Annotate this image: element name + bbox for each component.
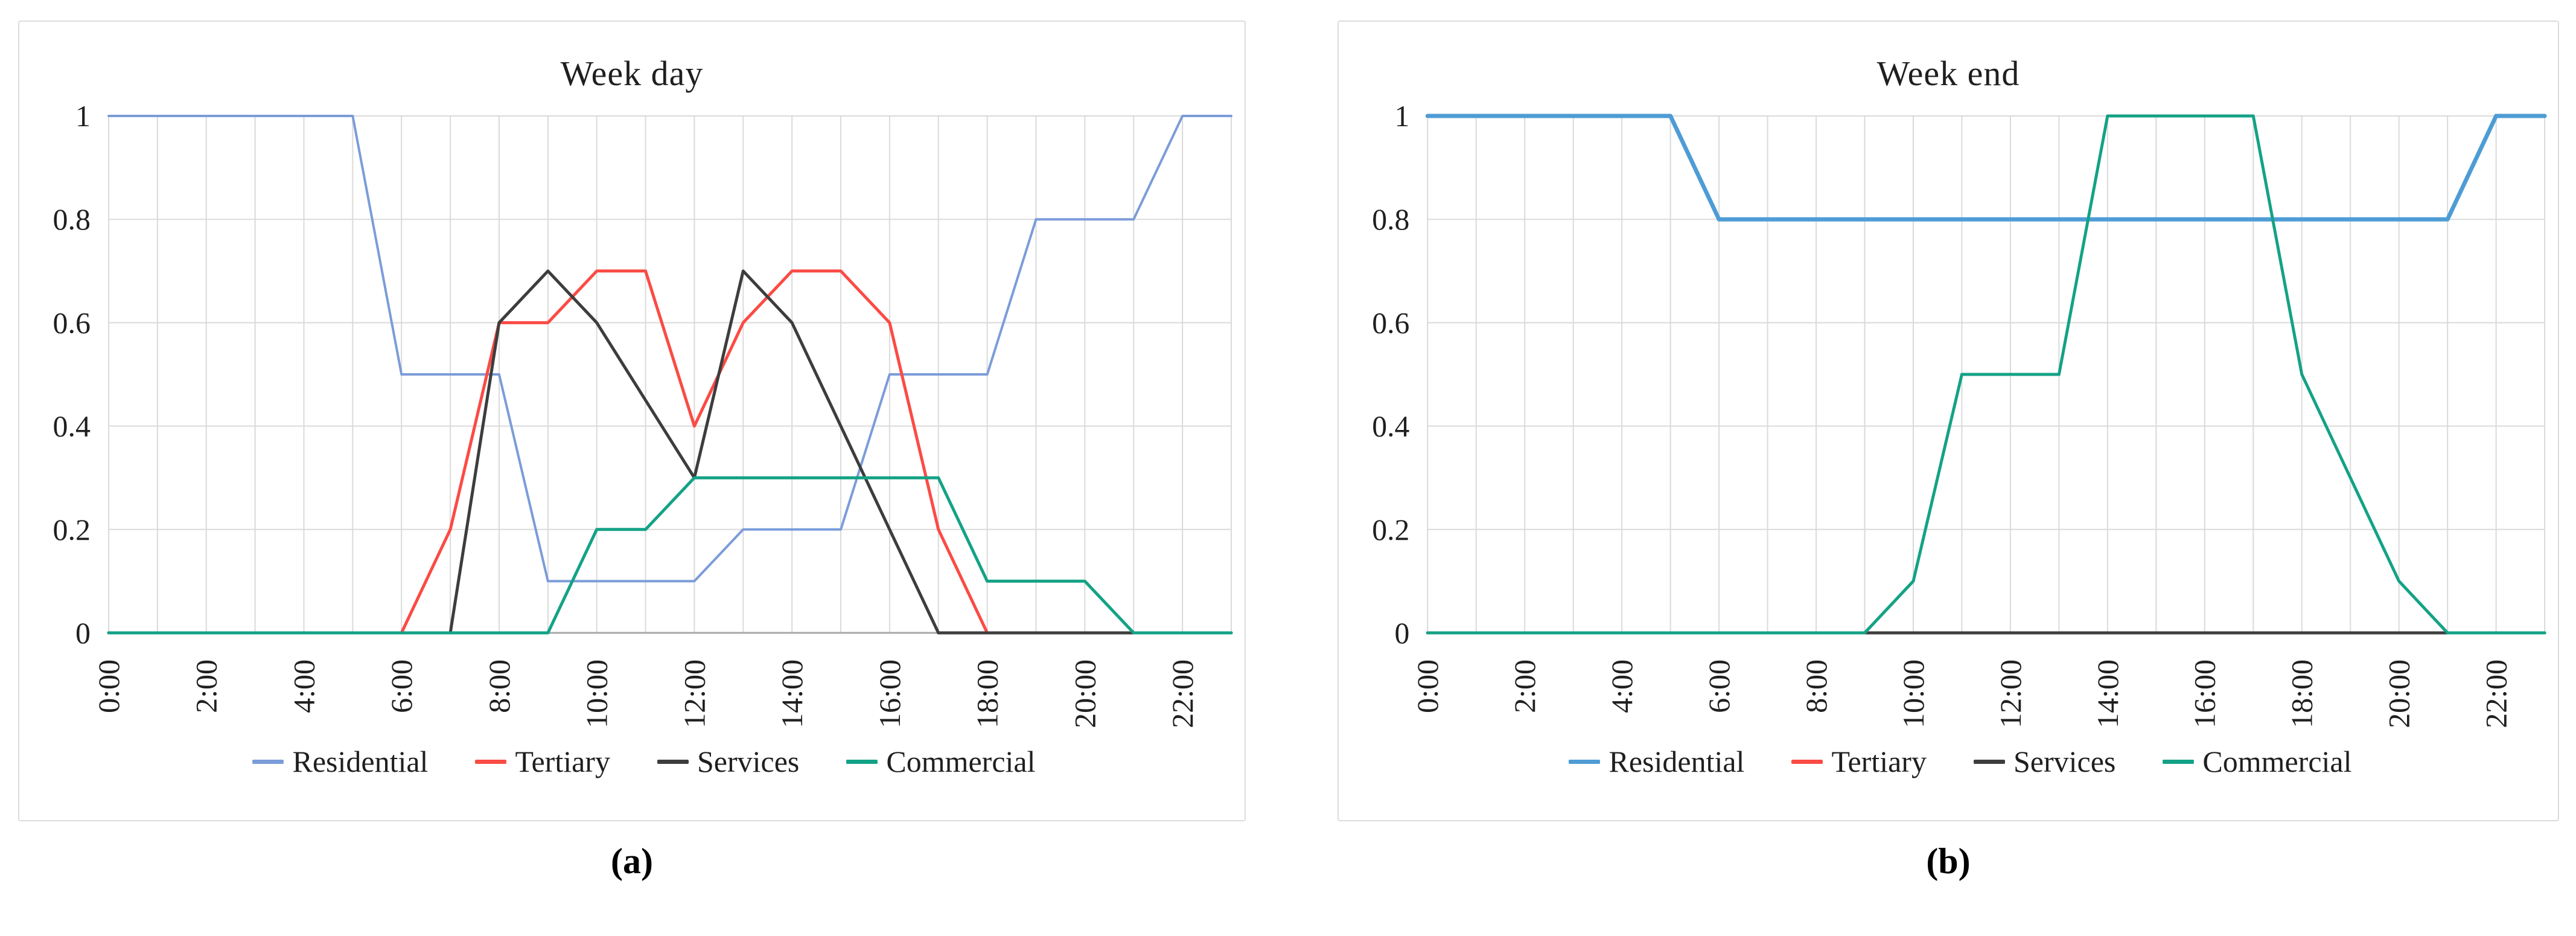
x-tick-label: 8:00 xyxy=(482,659,516,713)
x-tick-label: 8:00 xyxy=(1800,659,1833,713)
y-tick-label: 1 xyxy=(1395,100,1410,133)
series-line-tertiary xyxy=(107,269,1233,635)
weekend-chart-panel: 0 0.2 0.4 0.6 0.8 1 0:00 2:00 4:00 6:00 8:00 10:00 1… xyxy=(1337,21,2559,821)
legend-swatch-commercial xyxy=(846,759,878,764)
legend-item-tertiary: Tertiary xyxy=(475,744,610,779)
y-tick-label: 0.6 xyxy=(1372,306,1409,339)
legend-item-residential: Residential xyxy=(1569,744,1744,779)
x-tick-label: 6:00 xyxy=(1703,659,1736,713)
legend-item-commercial: Commercial xyxy=(2163,744,2352,779)
x-tick-label: 2:00 xyxy=(1508,659,1541,713)
x-tick-label: 0:00 xyxy=(92,659,126,713)
legend-label: Commercial xyxy=(2202,745,2352,778)
y-tick-label: 0.8 xyxy=(53,202,91,236)
y-tick-label: 0.4 xyxy=(53,409,91,443)
x-tick-label: 16:00 xyxy=(873,659,907,728)
legend-label: Tertiary xyxy=(515,745,610,778)
y-tick-label: 0 xyxy=(75,616,91,650)
x-tick-label: 18:00 xyxy=(971,659,1004,728)
legend-label: Residential xyxy=(1608,745,1745,778)
legend-swatch-tertiary xyxy=(1791,759,1823,764)
x-tick-label: 22:00 xyxy=(1165,659,1199,728)
legend-item-tertiary: Tertiary xyxy=(1791,744,1927,779)
series-line-residential xyxy=(107,115,1232,583)
series-line-services xyxy=(107,269,1233,635)
x-tick-label: 4:00 xyxy=(1605,659,1639,713)
weekend-legend: Residential Tertiary Services Commercial xyxy=(1375,744,2546,779)
weekend-chart-svg: 00.20.40.60.810:00 2:00 4:00 6:00 8:00 10:00 1… xyxy=(1372,100,2547,728)
x-tick-label: 12:00 xyxy=(677,659,711,728)
legend-label: Services xyxy=(2013,745,2116,778)
x-tick-label: 22:00 xyxy=(2480,659,2513,728)
x-tick-label: 10:00 xyxy=(1897,659,1930,728)
weekday-chart-title: Week day xyxy=(560,54,704,93)
y-tick-label: 0.6 xyxy=(53,306,91,339)
series-line-commercial xyxy=(1426,114,2546,635)
x-tick-label: 10:00 xyxy=(580,659,614,728)
legend-label: Tertiary xyxy=(1831,745,1927,778)
legend-swatch-tertiary xyxy=(475,759,507,764)
x-tick-label: 2:00 xyxy=(190,659,223,713)
legend-swatch-services xyxy=(1973,759,2005,764)
y-tick-label: 0.2 xyxy=(53,513,91,547)
x-tick-label: 12:00 xyxy=(1994,659,2027,728)
series-line-commercial xyxy=(107,476,1233,635)
weekday-legend: Residential Tertiary Services Commercial xyxy=(56,744,1232,779)
x-tick-label: 16:00 xyxy=(2189,659,2222,728)
caption-b: (b) xyxy=(1926,841,1971,881)
legend-item-services: Services xyxy=(1973,744,2116,779)
x-tick-label: 20:00 xyxy=(1068,659,1101,728)
weekday-chart-svg: 00.20.40.60.810:00 2:00 4:00 6:00 8:00 10:00 1… xyxy=(53,99,1233,728)
weekday-chart-panel: 0 0.2 0.4 0.6 0.8 1 0:00 2:00 4:00 6:00 8:00 10:00 1… xyxy=(18,21,1246,821)
x-tick-label: 6:00 xyxy=(384,659,418,713)
weekend-chart-title: Week end xyxy=(1876,54,2020,93)
y-tick-label: 0.8 xyxy=(1372,203,1409,236)
legend-item-commercial: Commercial xyxy=(846,744,1036,779)
x-tick-label: 18:00 xyxy=(2286,659,2319,728)
legend-swatch-services xyxy=(657,759,689,764)
legend-label: Services xyxy=(697,745,800,778)
x-tick-label: 4:00 xyxy=(287,659,320,713)
y-tick-label: 0.4 xyxy=(1372,409,1409,443)
y-tick-label: 0 xyxy=(1395,617,1410,650)
caption-a: (a) xyxy=(611,841,653,881)
y-tick-label: 1 xyxy=(75,99,91,133)
x-tick-label: 14:00 xyxy=(2091,659,2125,728)
y-tick-label: 0.2 xyxy=(1372,513,1409,547)
series-line-residential xyxy=(1425,114,2547,222)
legend-label: Residential xyxy=(292,745,429,778)
legend-swatch-residential xyxy=(252,759,284,764)
legend-swatch-residential xyxy=(1569,759,1601,764)
legend-item-services: Services xyxy=(657,744,799,779)
x-tick-label: 20:00 xyxy=(2383,659,2416,728)
legend-swatch-commercial xyxy=(2163,759,2195,764)
x-tick-label: 14:00 xyxy=(775,659,809,728)
x-tick-label: 0:00 xyxy=(1411,659,1444,713)
legend-item-residential: Residential xyxy=(252,744,428,779)
legend-label: Commercial xyxy=(886,745,1036,778)
